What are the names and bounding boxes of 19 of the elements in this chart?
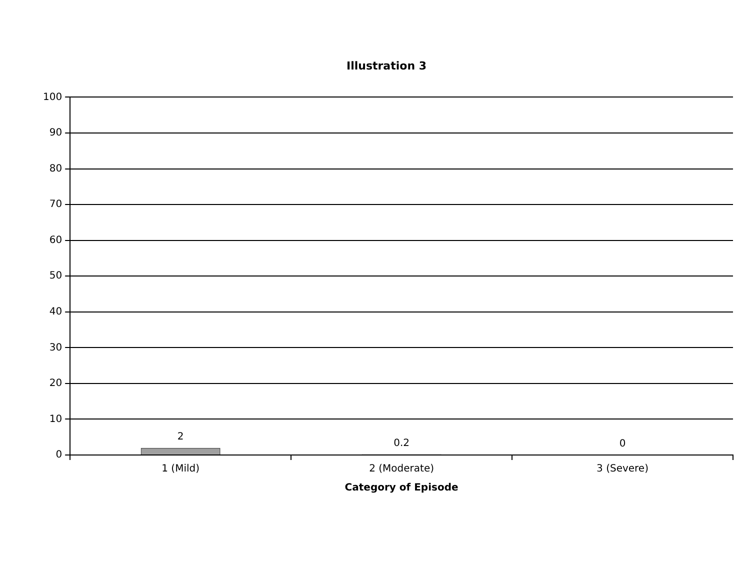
data-label: 0 [619, 438, 626, 450]
y-tick-label: 40 [49, 306, 62, 318]
data-label: 0.2 [394, 438, 410, 449]
x-tick-label: 3 (Severe) [596, 464, 649, 475]
y-tick-label: 50 [49, 270, 62, 282]
x-tick-label: 2 (Moderate) [369, 464, 434, 475]
y-tick-label: 20 [49, 378, 62, 390]
y-tick-label: 10 [49, 414, 62, 425]
y-tick-label: 70 [49, 199, 62, 210]
x-axis-title: Category of Episode [344, 482, 458, 494]
y-tick-label: 100 [42, 92, 62, 103]
y-tick-label: 30 [49, 342, 62, 354]
y-tick-label: 60 [49, 234, 62, 246]
y-tick-label: 80 [49, 163, 62, 174]
x-tick-label: 1 (Mild) [162, 464, 200, 475]
chart-title: Illustration 3 [346, 59, 427, 72]
data-label: 2 [177, 431, 184, 442]
y-tick-label: 0 [56, 450, 62, 461]
y-tick-label: 90 [49, 128, 62, 139]
